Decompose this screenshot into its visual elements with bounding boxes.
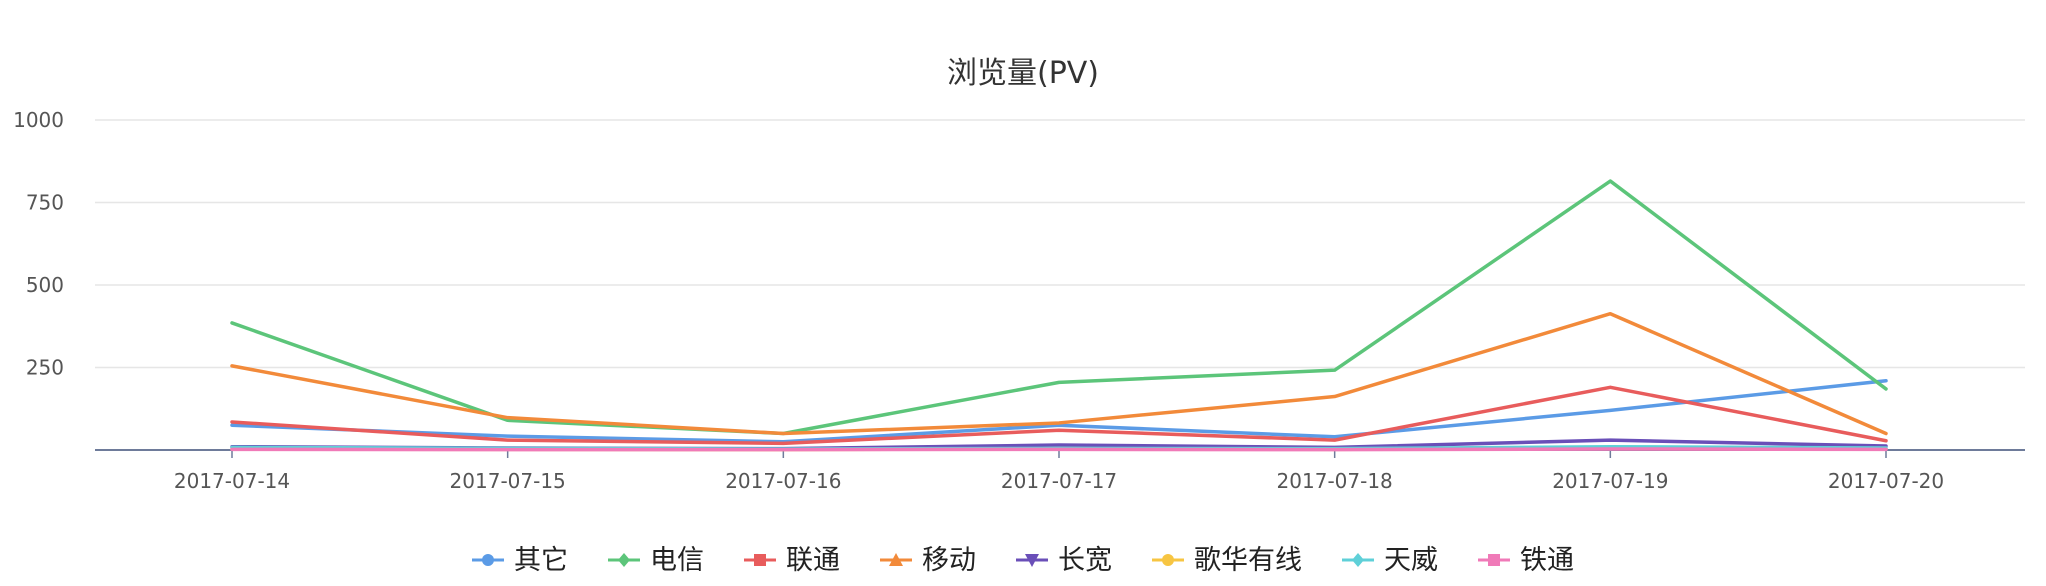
legend-item[interactable]: 铁通 [1478, 545, 1574, 576]
series-line-3 [232, 314, 1886, 434]
legend-marker-icon [482, 554, 494, 566]
legend-item[interactable]: 移动 [880, 545, 976, 576]
legend-label: 其它 [514, 545, 568, 576]
x-tick-label: 2017-07-15 [450, 469, 566, 493]
legend-marker-icon [1352, 553, 1364, 567]
legend-label: 歌华有线 [1194, 545, 1302, 576]
legend-label: 电信 [650, 545, 704, 576]
grid-lines [95, 120, 2025, 368]
y-tick-label: 1000 [13, 108, 64, 132]
legend-item[interactable]: 电信 [608, 545, 704, 576]
legend-item[interactable]: 长宽 [1016, 545, 1112, 576]
legend-label: 长宽 [1058, 545, 1112, 576]
x-tick-label: 2017-07-19 [1552, 469, 1668, 493]
y-tick-label: 750 [26, 191, 64, 215]
legend-item[interactable]: 天威 [1342, 545, 1438, 576]
series-line-1 [232, 181, 1886, 433]
legend-label: 联通 [786, 545, 840, 576]
x-tick-label: 2017-07-18 [1277, 469, 1393, 493]
x-tick-label: 2017-07-20 [1828, 469, 1944, 493]
legend[interactable]: 其它 电信 联通 移动 长宽 歌华有线 天威 铁通 [472, 545, 1574, 576]
legend-label: 铁通 [1520, 545, 1574, 576]
series-line-7 [232, 449, 1886, 450]
x-tick-label: 2017-07-17 [1001, 469, 1117, 493]
axes: 250 500 750 1000 2017-07-14 2017-07-15 2017-07… [13, 108, 2025, 493]
chart-title: 浏览量(PV) [947, 56, 1099, 91]
legend-marker-icon [754, 554, 766, 566]
x-tick-label: 2017-07-14 [174, 469, 290, 493]
legend-marker-icon [618, 553, 630, 567]
y-tick-label: 500 [26, 273, 64, 297]
y-tick-label: 250 [26, 356, 64, 380]
x-tick-label: 2017-07-16 [725, 469, 841, 493]
legend-label: 天威 [1384, 545, 1438, 576]
legend-marker-icon [1488, 554, 1500, 566]
legend-label: 移动 [922, 545, 976, 576]
legend-marker-icon [1162, 554, 1174, 566]
legend-item[interactable]: 其它 [472, 545, 568, 576]
legend-item[interactable]: 联通 [744, 545, 840, 576]
series-lines [232, 181, 1886, 450]
legend-item[interactable]: 歌华有线 [1152, 545, 1302, 576]
